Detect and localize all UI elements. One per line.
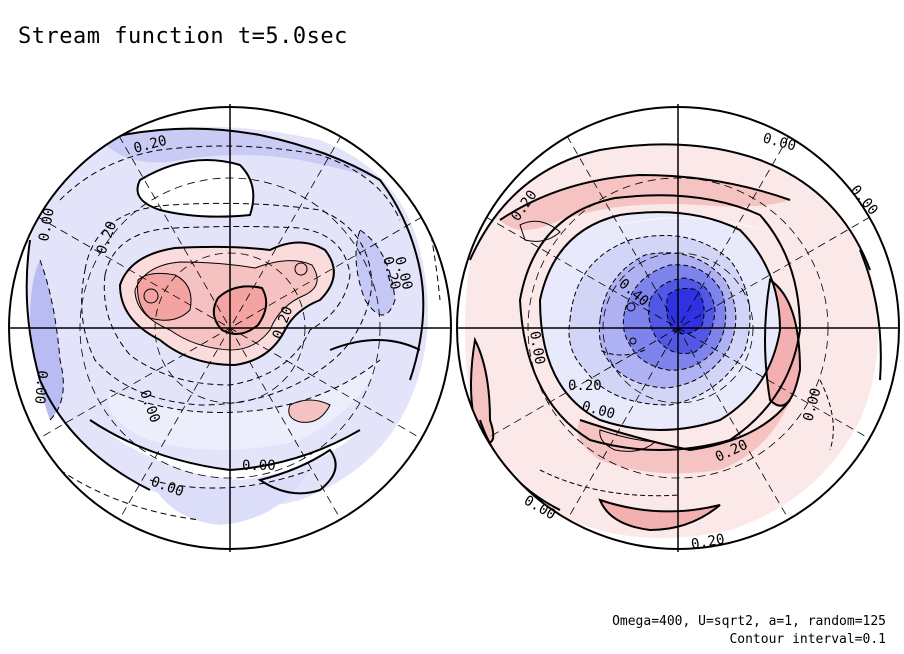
left-contours	[25, 119, 441, 521]
right-contour-labels: 0.00 0.00 0.20 0.40 0.00 0.20 0.00 0.00 …	[508, 130, 881, 553]
right-contours	[469, 143, 882, 532]
left-graticule	[8, 104, 452, 552]
right-graticule	[456, 104, 900, 552]
contour-label: 0.00	[36, 207, 58, 243]
figure-title: Stream function t=5.0sec	[18, 24, 348, 49]
contour-label: 0.00	[526, 330, 548, 366]
contour-label: 0.20	[690, 531, 726, 553]
contour-label: 0.00	[31, 370, 50, 405]
contour-label: 0.20	[568, 378, 602, 394]
right-hemisphere: 0.00 0.00 0.20 0.40 0.00 0.20 0.00 0.00 …	[456, 104, 900, 553]
contour-label: 0.00	[242, 458, 276, 474]
parameters-note: Omega=400, U=sqrt2, a=1, random=125	[612, 614, 886, 629]
left-hemisphere: 0.20 0.00 0.20 0.20 0.00 0.20 0.00 0.00 …	[8, 104, 452, 552]
contour-interval-note: Contour interval=0.1	[729, 632, 886, 647]
